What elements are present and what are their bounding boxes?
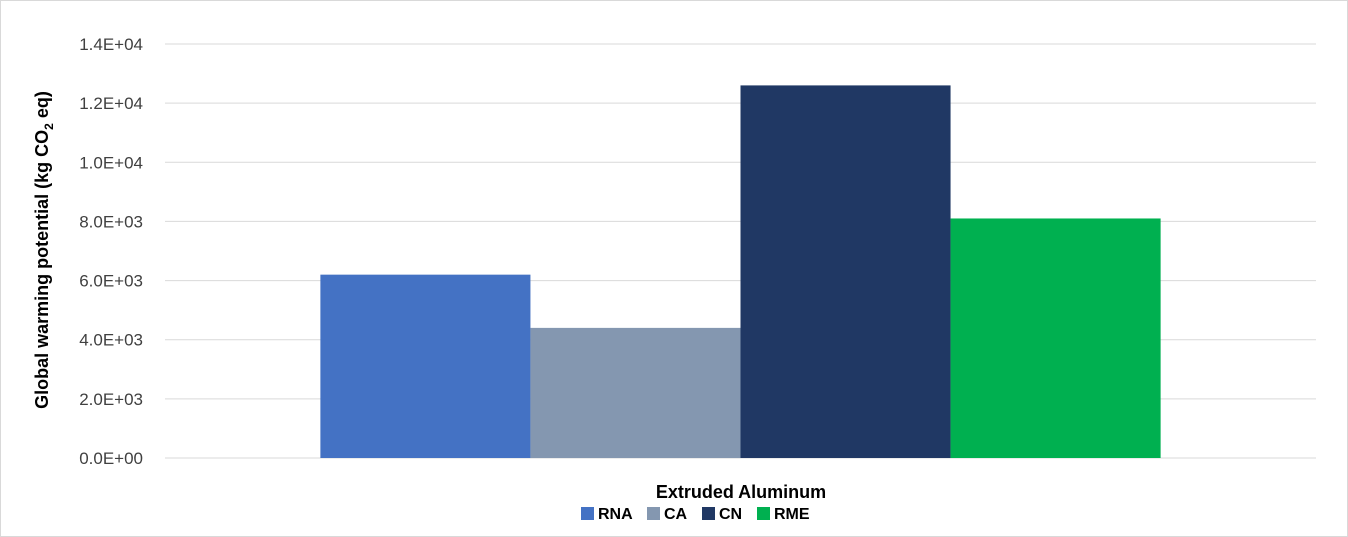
legend-label-cn: CN (719, 506, 742, 523)
bar-ca (530, 327, 741, 458)
y-axis-title-suffix: eq) (32, 91, 52, 123)
y-tick-label: 0.0E+00 (79, 449, 143, 468)
y-tick-label: 8.0E+03 (79, 212, 143, 231)
bar-rme (950, 218, 1161, 458)
legend-label-ca: CA (664, 506, 688, 523)
bars (320, 85, 1161, 459)
legend-swatch-ca (647, 507, 660, 520)
x-axis-title: Extruded Aluminum (656, 482, 826, 502)
y-tick-label: 4.0E+03 (79, 331, 143, 350)
legend-swatch-cn (702, 507, 715, 520)
y-tick-label: 6.0E+03 (79, 272, 143, 291)
legend-label-rna: RNA (598, 506, 633, 523)
y-tick-label: 2.0E+03 (79, 390, 143, 409)
y-axis-title: Global warming potential (kg CO2 eq) (32, 91, 56, 409)
bar-cn (740, 85, 951, 459)
legend: RNA CA CN RME (581, 506, 810, 523)
y-tick-label: 1.2E+04 (79, 94, 143, 113)
y-tick-label: 1.0E+04 (79, 153, 143, 172)
legend-swatch-rme (757, 507, 770, 520)
y-axis-title-subscript: 2 (42, 123, 56, 130)
y-tick-labels: 0.0E+00 2.0E+03 4.0E+03 6.0E+03 8.0E+03 1.0E+… (79, 35, 143, 468)
legend-label-rme: RME (774, 506, 810, 523)
legend-swatch-rna (581, 507, 594, 520)
y-axis-title-text: Global warming potential (kg CO (32, 130, 52, 409)
bar-rna (320, 274, 531, 458)
y-tick-label: 1.4E+04 (79, 35, 143, 54)
